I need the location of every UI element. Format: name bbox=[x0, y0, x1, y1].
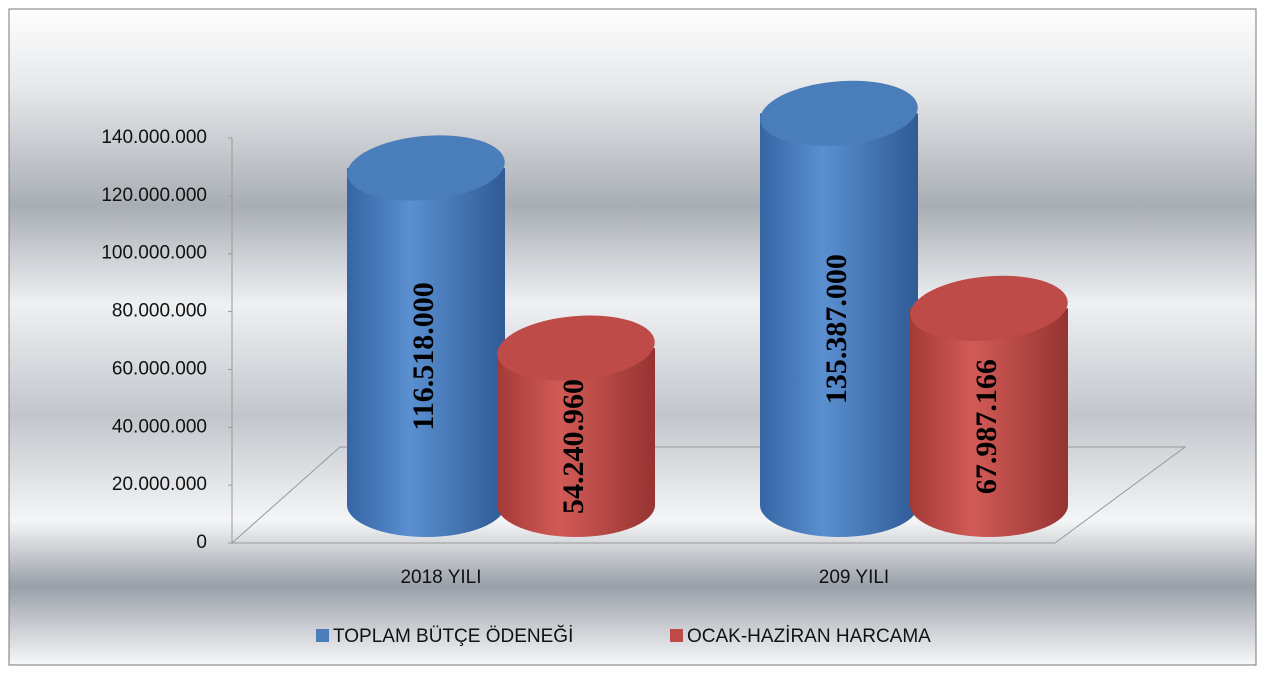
x-tick-label: 209 YILI bbox=[819, 567, 889, 588]
value-label: 135.387.000 bbox=[820, 254, 853, 404]
y-tick-label: 120.000.000 bbox=[101, 185, 207, 206]
cylinder bbox=[760, 113, 918, 537]
y-tick-label: 140.000.000 bbox=[101, 127, 207, 148]
legend-swatch bbox=[316, 629, 329, 642]
cylinder bbox=[497, 348, 655, 537]
y-tick-label: 100.000.000 bbox=[101, 243, 207, 264]
cylinder bbox=[910, 308, 1068, 537]
y-tick-label: 60.000.000 bbox=[112, 358, 207, 379]
y-tick-label: 80.000.000 bbox=[112, 301, 207, 322]
cylinder-top bbox=[760, 80, 918, 146]
value-label: 54.240.960 bbox=[557, 379, 590, 514]
y-tick-label: 0 bbox=[196, 532, 207, 553]
y-tick-label: 20.000.000 bbox=[112, 474, 207, 495]
legend-swatch bbox=[670, 629, 683, 642]
value-label: 67.987.166 bbox=[970, 359, 1003, 494]
cylinder-top bbox=[910, 275, 1068, 341]
cylinder-top bbox=[497, 315, 655, 381]
legend-label: OCAK-HAZİRAN HARCAMA bbox=[687, 626, 931, 647]
value-label: 116.518.000 bbox=[407, 282, 440, 430]
cylinder-top bbox=[347, 135, 505, 201]
cylinder bbox=[347, 167, 505, 538]
legend-label: TOPLAM BÜTÇE ÖDENEĞİ bbox=[333, 625, 573, 647]
x-tick-label: 2018 YILI bbox=[400, 567, 481, 588]
y-tick-label: 40.000.000 bbox=[112, 416, 207, 437]
floor bbox=[230, 446, 1187, 544]
